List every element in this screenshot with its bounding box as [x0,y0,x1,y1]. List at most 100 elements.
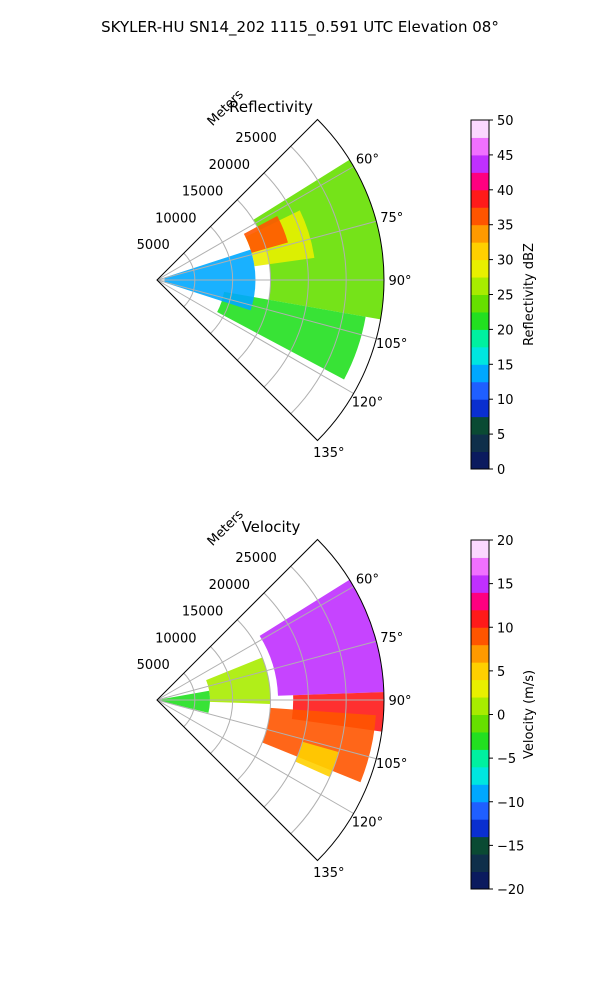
radial-tick-label: 5000 [137,658,170,673]
colorbar-swatch [471,329,489,348]
colorbar-swatch [471,277,489,295]
colorbar-tick-label: 45 [497,149,514,164]
colorbar-swatch [471,819,489,838]
colorbar-label: Velocity (m/s) [522,670,537,759]
colorbar-swatch [471,592,489,611]
colorbar-tick-label: 15 [497,578,514,593]
velocity-panel: Velocity 60° 75° 90° 105° 120° 135° 5000 10000 15… [137,507,537,898]
colorbar-swatch [471,801,489,820]
colorbar-tick-label: −20 [497,883,524,898]
colorbar-swatch [471,574,489,593]
colorbar-swatch [471,540,489,558]
colorbar-swatch [471,731,489,750]
data-region [253,159,384,320]
colorbar-swatch [471,714,489,733]
colorbar-swatch [471,399,489,418]
colorbar-swatch [471,749,489,768]
colorbar-swatch [471,189,489,208]
colorbar-swatch [471,434,489,453]
angle-gridline [156,166,354,281]
angle-tick-label: 135° [313,866,344,881]
angle-tick-label: 60° [356,573,379,588]
angle-tick-label: 75° [380,631,403,646]
sector-outline [156,118,385,442]
colorbar-swatch [471,294,489,313]
colorbar-swatch [471,207,489,226]
colorbar-tick-label: 0 [497,709,505,724]
colorbar-tick-label: 35 [497,219,514,234]
colorbar-tick-label: 10 [497,621,514,636]
colorbar-swatch [471,697,489,715]
data-region [206,657,271,704]
colorbar-tick-label: 50 [497,114,514,129]
figure-title: SKYLER-HU SN14_202 1115_0.591 UTC Elevat… [101,18,499,37]
radial-tick-label: 5000 [137,238,170,253]
colorbar-tick-label: 0 [497,463,505,478]
data-region [157,690,210,713]
colorbar-swatch [471,154,489,173]
angle-tick-label: 75° [380,211,403,226]
colorbar-tick-label: −15 [497,839,524,854]
data-region [217,291,366,380]
reflectivity-panel: Reflectivity60°75°90°105°120°135°5000100… [137,87,537,478]
colorbar-swatch [471,871,489,890]
colorbar-tick-label: 5 [497,428,505,443]
colorbar-tick-label: 20 [497,534,514,549]
colorbar-swatch [471,381,489,400]
colorbar-swatch [471,346,489,365]
colorbar-tick-label: 10 [497,393,514,408]
colorbar-tick-label: −10 [497,796,524,811]
data-region [243,216,288,253]
colorbar-swatch [471,784,489,803]
colorbar-swatch [471,120,489,138]
colorbar-label: Reflectivity dBZ [522,243,537,346]
angle-gridline [156,279,377,340]
data-region [262,707,376,783]
radial-tick-label: 20000 [209,158,250,173]
angle-gridline [156,279,354,394]
colorbar-swatch [471,224,489,243]
colorbar-tick-label: −5 [497,752,516,767]
colorbar-swatch [471,679,489,698]
angle-gridline [156,220,377,281]
angle-tick-label: 90° [388,694,411,709]
radial-tick-label: 10000 [155,211,196,226]
colorbar-swatch [471,259,489,278]
colorbar-swatch [471,137,489,156]
radial-tick-label: 20000 [209,578,250,593]
colorbar-swatch [471,242,489,261]
panel-title: Velocity [242,518,301,536]
colorbar-swatch [471,662,489,681]
colorbar-tick-label: 30 [497,254,514,269]
data-region [259,579,384,696]
colorbar-tick-label: 40 [497,184,514,199]
colorbar-tick-label: 15 [497,358,514,373]
angle-tick-label: 105° [376,757,407,772]
angle-tick-label: 105° [376,337,407,352]
angle-tick-label: 120° [352,816,383,831]
radial-tick-label: 25000 [235,551,276,566]
angle-tick-label: 120° [352,396,383,411]
colorbar-swatch [471,766,489,785]
colorbar-swatch [471,451,489,470]
sector-outline [156,538,385,862]
colorbar-swatch [471,644,489,663]
colorbar-swatch [471,416,489,435]
colorbar-swatch [471,627,489,646]
colorbar-swatch [471,557,489,576]
angle-gridline [156,699,354,814]
colorbar-swatch [471,311,489,330]
radial-tick-label: 25000 [235,131,276,146]
radial-tick-label: 10000 [155,631,196,646]
angle-tick-label: 60° [356,153,379,168]
angle-gridline [156,640,377,701]
colorbar-swatch [471,364,489,383]
angle-gridline [156,586,354,701]
data-region [295,741,339,777]
colorbar-swatch [471,609,489,628]
angle-gridline [156,699,377,760]
colorbar-swatch [471,854,489,873]
colorbar-tick-label: 20 [497,323,514,338]
colorbar-tick-label: 5 [497,665,505,680]
panel-title: Reflectivity [229,98,313,116]
